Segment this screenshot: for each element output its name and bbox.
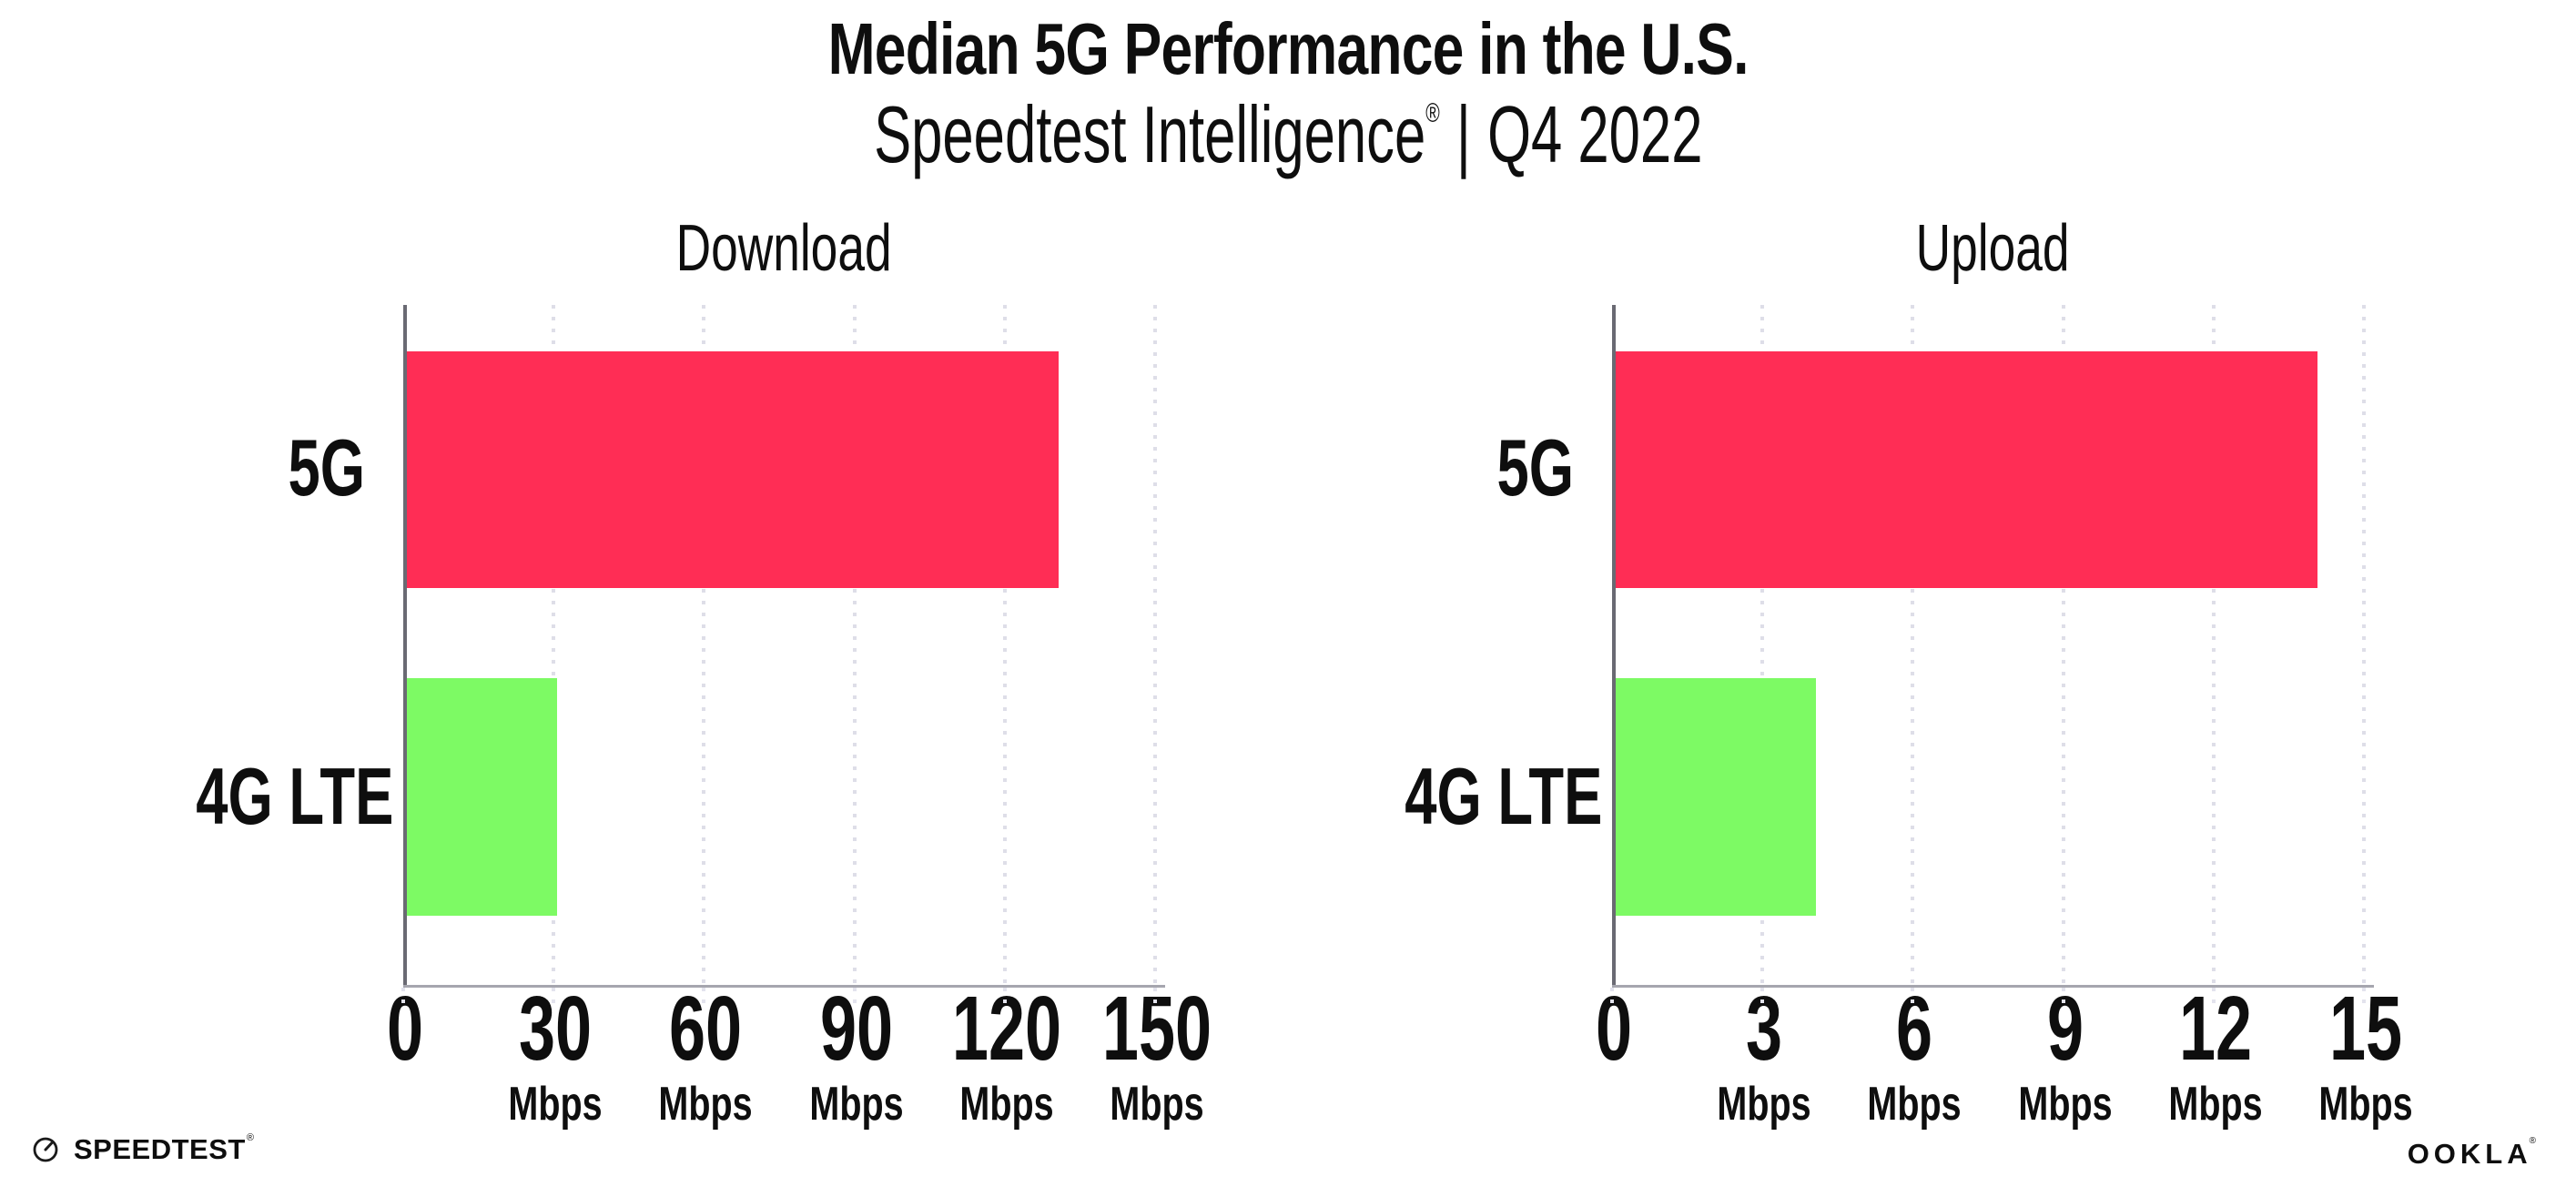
gridline	[702, 305, 706, 988]
tick-mark	[1911, 988, 1915, 1004]
gridline	[2061, 305, 2065, 988]
subtitle-period: Q4 2022	[1486, 89, 1703, 179]
plot-area	[401, 305, 1165, 1004]
chart-title: Upload	[1916, 212, 2070, 285]
registered-mark-icon: ®	[246, 1131, 255, 1143]
subtitle-separator: |	[1455, 89, 1471, 179]
x-tick-unit: Mbps	[658, 1078, 753, 1131]
x-tick-unit: Mbps	[959, 1078, 1054, 1131]
ookla-wordmark: OOKLA®	[2407, 1136, 2541, 1170]
bar-4g-lte	[407, 678, 558, 916]
page-title: Median 5G Performance in the U.S.	[0, 13, 2576, 86]
x-tick: 12 Mbps	[2154, 978, 2277, 1131]
x-axis-line	[1612, 985, 2374, 988]
speedtest-logo: SPEEDTEST®	[31, 1131, 255, 1165]
tick-mark	[1002, 988, 1007, 1004]
y-category-label: 5G	[1496, 421, 1574, 512]
y-category-label: 4G LTE	[196, 750, 394, 841]
x-tick: 150 Mbps	[1081, 978, 1233, 1131]
gridline	[552, 305, 556, 988]
page-subtitle: Speedtest Intelligence® | Q4 2022	[0, 95, 2576, 175]
x-tick: 15 Mbps	[2304, 978, 2428, 1131]
x-tick-label: 60	[669, 978, 743, 1080]
tick-mark	[552, 988, 556, 1004]
x-tick-label: 120	[951, 978, 1061, 1080]
x-tick-label: 12	[2178, 978, 2252, 1080]
x-tick-label: 30	[519, 978, 593, 1080]
tick-mark	[2361, 988, 2366, 1004]
x-tick-label: 0	[386, 978, 424, 1080]
tick-mark	[2211, 988, 2216, 1004]
tick-mark	[852, 988, 857, 1004]
tick-mark	[1152, 988, 1157, 1004]
y-axis-line	[1612, 305, 1616, 988]
x-tick-label: 150	[1101, 978, 1212, 1080]
tick-mark	[2061, 988, 2065, 1004]
chart-download: Download 0 30 Mbps 60 Mbps 90 Mbps 120 Mbps 150 Mb…	[196, 216, 1212, 1128]
gridline	[2211, 305, 2216, 988]
gridline	[2361, 305, 2366, 988]
x-tick-label: 3	[1746, 978, 1783, 1080]
x-tick-unit: Mbps	[2318, 1078, 2413, 1131]
x-tick-unit: Mbps	[508, 1078, 603, 1131]
x-tick: 90 Mbps	[795, 978, 918, 1131]
x-tick-label: 0	[1595, 978, 1633, 1080]
x-tick-unit: Mbps	[1110, 1078, 1204, 1131]
plot-area	[1610, 305, 2374, 1004]
x-tick-label: 6	[1896, 978, 1933, 1080]
speedtest-wordmark: SPEEDTEST®	[74, 1131, 255, 1165]
x-tick: 120 Mbps	[930, 978, 1082, 1131]
bar-5g	[1616, 351, 2317, 589]
x-tick-unit: Mbps	[2017, 1078, 2113, 1131]
gridline	[1760, 305, 1765, 988]
page-title-text: Median 5G Performance in the U.S.	[827, 8, 1749, 89]
speedtest-gauge-icon	[33, 1137, 58, 1162]
registered-mark-icon: ®	[2529, 1136, 2541, 1146]
x-tick-unit: Mbps	[1717, 1078, 1811, 1131]
x-tick: 9 Mbps	[2003, 978, 2127, 1131]
chart-upload: Upload 0 3 Mbps 6 Mbps 9 Mbps 12 Mbps 15 Mbps 5G 4G …	[1405, 216, 2412, 1128]
tick-mark	[702, 988, 706, 1004]
x-tick: 0	[380, 978, 431, 1080]
ookla-logo: OOKLA®	[2407, 1136, 2543, 1170]
tick-mark	[401, 988, 405, 1004]
x-tick: 6 Mbps	[1853, 978, 1977, 1131]
y-axis-line	[403, 305, 407, 988]
gridline	[1152, 305, 1157, 988]
gridline	[852, 305, 857, 988]
subtitle-brand: Speedtest Intelligence	[873, 89, 1425, 179]
y-category-label: 5G	[288, 421, 365, 512]
x-tick-label: 15	[2328, 978, 2403, 1080]
x-axis-line	[403, 985, 1165, 988]
tick-mark	[1610, 988, 1614, 1004]
gridline	[1911, 305, 1915, 988]
registered-mark-icon: ®	[1425, 98, 1440, 128]
x-tick-label: 9	[2046, 978, 2084, 1080]
chart-title: Download	[676, 212, 892, 285]
tick-mark	[1760, 988, 1765, 1004]
bar-4g-lte	[1616, 678, 1817, 916]
x-tick: 0	[1588, 978, 1639, 1080]
x-tick-unit: Mbps	[808, 1078, 904, 1131]
x-tick-unit: Mbps	[1867, 1078, 1962, 1131]
x-tick: 60 Mbps	[644, 978, 768, 1131]
x-tick: 3 Mbps	[1702, 978, 1826, 1131]
gridline	[1002, 305, 1007, 988]
x-tick: 30 Mbps	[493, 978, 617, 1131]
x-tick-unit: Mbps	[2168, 1078, 2263, 1131]
y-category-label: 4G LTE	[1405, 750, 1603, 841]
x-tick-label: 90	[819, 978, 893, 1080]
bar-5g	[407, 351, 1059, 589]
